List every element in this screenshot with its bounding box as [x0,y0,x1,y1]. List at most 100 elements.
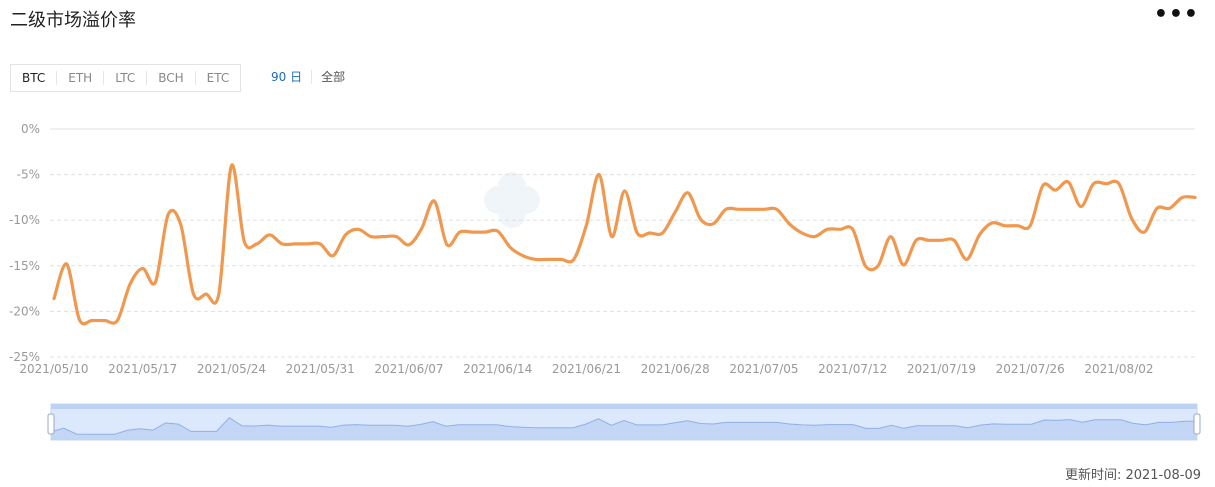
data-point[interactable] [154,281,157,284]
data-point[interactable] [889,235,892,238]
data-point[interactable] [585,223,588,226]
data-point[interactable] [547,258,550,261]
data-point[interactable] [268,233,271,236]
data-point[interactable] [521,254,525,257]
data-point[interactable] [293,242,297,246]
data-point[interactable] [445,243,449,246]
data-point[interactable] [902,263,905,267]
tab-90-days[interactable]: 90 日 [271,70,303,84]
data-point[interactable] [395,235,398,238]
data-point[interactable] [1029,224,1032,227]
data-point[interactable] [255,242,258,246]
data-point[interactable] [166,213,170,216]
tab-eth[interactable]: ETH [56,71,103,85]
data-point[interactable] [382,235,385,238]
data-point[interactable] [826,228,829,231]
data-point[interactable] [838,228,842,231]
data-point[interactable] [788,222,791,225]
data-point[interactable] [1168,207,1171,210]
data-point[interactable] [369,235,373,238]
data-point[interactable] [648,231,652,235]
data-point[interactable] [128,282,132,286]
data-point[interactable] [52,297,56,300]
tab-bch[interactable]: BCH [146,71,194,85]
data-point[interactable] [471,230,474,234]
data-point[interactable] [204,292,208,296]
data-point[interactable] [952,239,956,242]
data-point[interactable] [534,258,537,261]
data-point[interactable] [1130,217,1133,220]
data-point[interactable] [357,228,360,231]
data-point[interactable] [559,258,563,261]
data-point[interactable] [483,230,487,234]
data-point[interactable] [572,258,575,261]
data-point[interactable] [217,292,220,296]
data-point[interactable] [1105,182,1108,185]
data-point[interactable] [1117,182,1121,185]
data-point[interactable] [331,254,335,257]
data-point[interactable] [1143,230,1146,234]
data-point[interactable] [712,222,715,225]
data-point[interactable] [141,267,144,270]
data-point[interactable] [433,199,436,203]
data-point[interactable] [610,235,613,238]
more-options-icon[interactable]: ••• [1153,2,1199,27]
data-point[interactable] [1193,196,1197,199]
data-point[interactable] [1003,224,1006,227]
navigator-right-handle[interactable] [1193,413,1201,435]
data-point[interactable] [978,233,981,236]
data-point[interactable] [813,235,816,238]
data-point[interactable] [1181,196,1184,199]
tab-etc[interactable]: ETC [194,71,241,85]
data-point[interactable] [1054,188,1057,192]
data-point[interactable] [420,227,423,230]
range-navigator[interactable] [47,403,1201,441]
data-point[interactable] [775,208,778,211]
data-point[interactable] [927,239,930,242]
data-point[interactable] [90,319,94,322]
data-point[interactable] [876,264,880,267]
data-point[interactable] [1079,205,1083,208]
data-point[interactable] [623,189,626,193]
data-point[interactable] [243,240,246,243]
data-point[interactable] [509,246,512,249]
data-point[interactable] [1092,182,1095,185]
data-point[interactable] [864,264,867,267]
data-point[interactable] [991,221,994,225]
data-point[interactable] [762,208,766,211]
data-point[interactable] [940,239,943,242]
data-point[interactable] [1016,224,1019,227]
tab-all[interactable]: 全部 [311,70,354,84]
data-point[interactable] [686,191,690,194]
data-point[interactable] [65,262,68,266]
data-point[interactable] [724,208,728,211]
tab-btc[interactable]: BTC [22,71,46,85]
data-point[interactable] [800,231,804,235]
data-point[interactable] [306,242,309,246]
data-point[interactable] [1155,207,1159,210]
data-point[interactable] [192,292,195,296]
data-point[interactable] [344,233,347,236]
data-point[interactable] [914,239,918,242]
data-point[interactable] [496,229,499,233]
data-point[interactable] [965,258,968,261]
data-point[interactable] [458,230,461,234]
data-point[interactable] [407,243,411,246]
data-point[interactable] [851,228,854,231]
data-point[interactable] [1041,184,1045,187]
data-point[interactable] [699,218,702,221]
data-point[interactable] [1067,180,1070,184]
data-point[interactable] [674,210,677,214]
navigator-left-handle[interactable] [47,413,55,435]
data-point[interactable] [230,164,233,167]
data-point[interactable] [179,223,182,226]
data-point[interactable] [661,231,664,235]
navigator-top-bar[interactable] [51,404,1197,409]
data-point[interactable] [78,318,81,321]
data-point[interactable] [737,208,740,211]
data-point[interactable] [116,319,119,322]
tab-ltc[interactable]: LTC [103,71,146,85]
data-point[interactable] [597,173,601,176]
data-point[interactable] [281,242,284,246]
